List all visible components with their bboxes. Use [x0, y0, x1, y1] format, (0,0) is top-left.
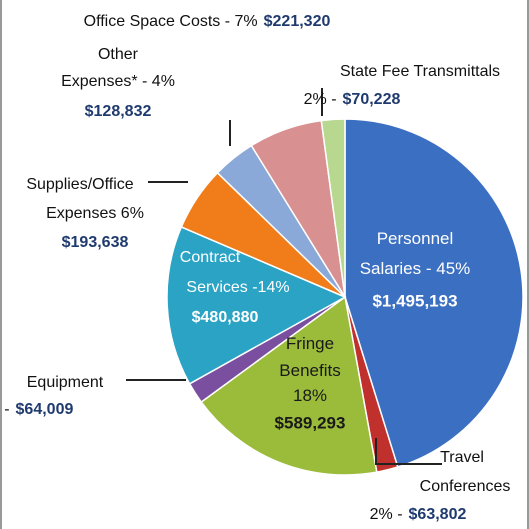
slice-label: 2% - $63,802 — [370, 506, 467, 523]
slice-label: 18% — [293, 386, 327, 405]
value-label: $70,228 — [343, 91, 401, 108]
category-label: Expenses* - 4% — [61, 73, 175, 90]
slice-label: Personnel — [377, 229, 454, 248]
labels: Personnel Salaries - 45% $1,495,193 Travel C… — [0, 13, 510, 523]
slice-label: Travel — [440, 449, 484, 466]
value-label: $64,009 — [16, 401, 74, 418]
slice — [166, 226, 347, 385]
category-label: 2% - — [304, 91, 337, 108]
category-label: 18% — [293, 386, 327, 405]
category-label: Equipment — [27, 374, 104, 391]
category-label: Travel — [440, 449, 484, 466]
category-label: 2% - — [370, 506, 403, 523]
slice-label: Fringe — [286, 334, 334, 353]
category-label: Benefits — [279, 361, 340, 380]
slice-label: 2% - $70,228 — [304, 91, 401, 108]
value-label: $63,802 — [409, 506, 467, 523]
pie — [166, 118, 524, 476]
value-label: $193,638 — [62, 234, 129, 251]
slice-label: Expenses* - 4% — [61, 73, 175, 90]
slice — [344, 118, 524, 468]
slice-label: 2% - $64,009 — [0, 401, 73, 418]
category-label: Contract — [180, 249, 241, 266]
value-label: $589,293 — [275, 413, 346, 432]
slice — [320, 118, 346, 298]
slice-label: Benefits — [279, 361, 340, 380]
slice — [200, 295, 378, 476]
slice-label: State Fee Transmittals — [340, 63, 500, 80]
value-label: $480,880 — [192, 309, 259, 326]
value-label: $1,495,193 — [372, 291, 457, 310]
category-label: Office Space Costs - 7% — [84, 13, 258, 30]
slice-label: Services -14% — [186, 279, 289, 296]
slice-label: Office Space Costs - 7% $221,320 — [84, 13, 331, 30]
category-label: Fringe — [286, 334, 334, 353]
value-label: $221,320 — [264, 13, 331, 30]
slice-label: Equipment — [27, 374, 104, 391]
leader-line — [375, 438, 442, 465]
value-label: $128,832 — [85, 103, 152, 120]
category-label: Personnel — [377, 229, 454, 248]
category-label: Services -14% — [186, 279, 289, 296]
category-label: Other — [98, 46, 139, 63]
slice-label: Supplies/Office — [26, 176, 133, 193]
slice-label: Other — [98, 46, 139, 63]
category-label: State Fee Transmittals — [340, 63, 500, 80]
slice-label: Contract — [180, 249, 241, 266]
slice-label: Conferences — [420, 478, 511, 495]
category-label: Salaries - 45% — [360, 259, 471, 278]
category-label: Conferences — [420, 478, 511, 495]
category-label: 2% - — [0, 401, 10, 418]
category-label: Supplies/Office — [26, 176, 133, 193]
category-label: Expenses 6% — [46, 205, 144, 222]
slice-label: Expenses 6% — [46, 205, 144, 222]
slice-label: Salaries - 45% — [360, 259, 471, 278]
